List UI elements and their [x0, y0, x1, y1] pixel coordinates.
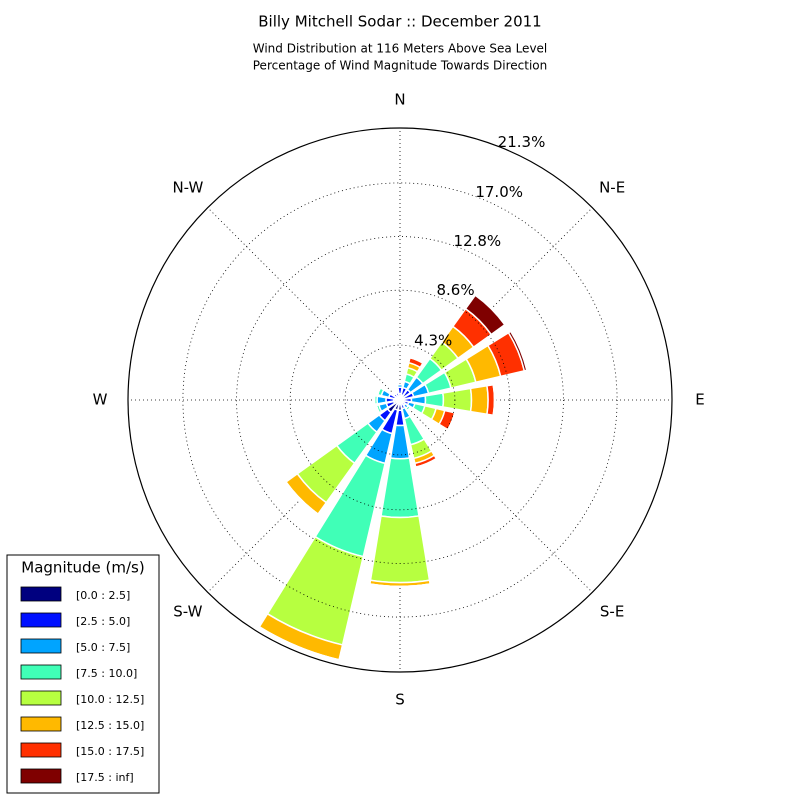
wedge-segment	[441, 387, 473, 413]
ring-grid-line	[289, 289, 511, 511]
ring-grid-line	[344, 344, 456, 456]
wedge-segment	[376, 395, 387, 405]
legend-label: [2.5 : 5.0]	[76, 615, 130, 628]
radial-grid-line	[399, 207, 593, 401]
wedge-segment	[380, 457, 420, 519]
wedge-segment	[258, 626, 340, 661]
wedge-segment	[492, 383, 497, 417]
direction-label: N	[394, 91, 405, 109]
chart-subtitle: Wind Distribution at 116 Meters Above Se…	[253, 42, 548, 56]
ring-label: 12.8%	[454, 232, 502, 250]
wedge-segment	[507, 330, 528, 372]
ring-grid-line	[236, 236, 564, 564]
legend-label: [5.0 : 7.5]	[76, 641, 130, 654]
wedge-segment	[464, 294, 506, 336]
wedge-segment	[395, 391, 399, 395]
ring-label: 21.3%	[498, 133, 546, 151]
legend-title: Magnitude (m/s)	[21, 559, 144, 577]
direction-label: W	[93, 391, 108, 409]
legend-swatch	[20, 612, 62, 628]
wedge-segment	[409, 356, 424, 364]
legend-swatch	[20, 690, 62, 706]
direction-label: N-W	[172, 178, 203, 196]
legend-swatch	[20, 638, 62, 654]
ring-label: 8.6%	[436, 281, 474, 299]
legend-label: [17.5 : inf]	[76, 771, 134, 784]
legend-label: [12.5 : 15.0]	[76, 719, 144, 732]
radial-grid-line	[207, 207, 401, 401]
ring-label: 4.3%	[414, 331, 452, 349]
legend-label: [7.5 : 10.0]	[76, 667, 137, 680]
radial-grid-line	[399, 399, 593, 593]
polar-frame	[127, 127, 673, 673]
chart-subtitle: Percentage of Wind Magnitude Towards Dir…	[253, 59, 547, 73]
legend-label: [0.0 : 2.5]	[76, 589, 130, 602]
wedge-segment	[447, 412, 456, 431]
wedge-segment	[369, 515, 431, 584]
legend-swatch	[20, 742, 62, 758]
wedge-segment	[414, 457, 439, 470]
legend-swatch	[20, 586, 62, 602]
wedge-segment	[285, 481, 319, 515]
direction-label: N-E	[599, 178, 625, 196]
legend-label: [10.0 : 12.5]	[76, 693, 144, 706]
chart-title: Billy Mitchell Sodar :: December 2011	[258, 13, 541, 31]
ring-grid-line	[182, 182, 618, 618]
direction-label: E	[695, 391, 704, 409]
legend-label: [15.0 : 17.5]	[76, 745, 144, 758]
wedge-segment	[406, 406, 411, 411]
wedge-segment	[469, 384, 489, 416]
legend-swatch	[20, 716, 62, 732]
legend-swatch	[20, 664, 62, 680]
direction-label: S	[395, 691, 405, 709]
direction-label: S-W	[173, 603, 202, 621]
wedge-segment	[424, 392, 445, 408]
direction-label: S-E	[600, 603, 624, 621]
ring-label: 17.0%	[475, 183, 523, 201]
legend-swatch	[20, 768, 62, 784]
